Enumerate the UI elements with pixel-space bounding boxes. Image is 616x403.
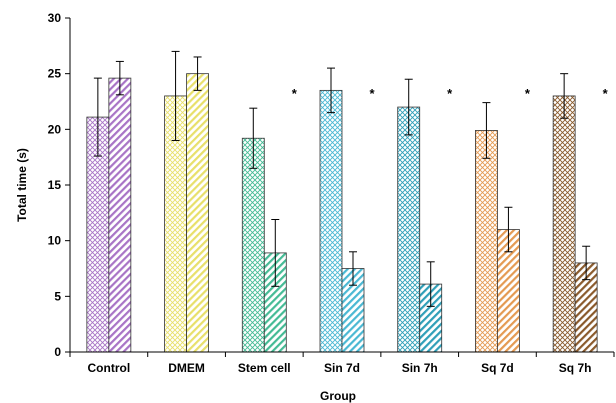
y-tick-label: 0 bbox=[54, 345, 61, 359]
bar bbox=[241, 137, 265, 353]
x-tick-label: DMEM bbox=[168, 361, 205, 375]
significance-markers: * * * * * bbox=[292, 86, 609, 101]
bar bbox=[186, 73, 209, 353]
bars-layer bbox=[86, 73, 598, 353]
x-axis-title: Group bbox=[320, 389, 356, 403]
y-tick-label: 30 bbox=[48, 11, 62, 25]
bar bbox=[319, 89, 343, 353]
bar bbox=[552, 95, 576, 353]
x-tick-label: Sq 7h bbox=[559, 361, 592, 375]
error-bars-layer bbox=[93, 50, 591, 307]
y-tick-label: 5 bbox=[54, 289, 61, 303]
x-tick-label: Control bbox=[88, 361, 131, 375]
significance-star: * bbox=[447, 86, 453, 101]
significance-star: * bbox=[292, 86, 298, 101]
x-tick-label: Sin 7h bbox=[402, 361, 438, 375]
bar bbox=[397, 106, 421, 353]
y-axis-title: Total time (s) bbox=[15, 148, 29, 222]
y-tick-label: 10 bbox=[48, 234, 62, 248]
x-tick-label: Sin 7d bbox=[324, 361, 360, 375]
x-ticks: Control DMEM Stem cell Sin 7d Sin 7h Sq 7d Sq … bbox=[69, 352, 615, 375]
y-tick-label: 15 bbox=[48, 178, 62, 192]
y-ticks: 0 5 10 15 20 25 30 bbox=[48, 11, 70, 359]
bar bbox=[108, 77, 132, 353]
x-tick-label: Stem cell bbox=[238, 361, 291, 375]
x-tick-label: Sq 7d bbox=[481, 361, 514, 375]
y-tick-label: 25 bbox=[48, 67, 62, 81]
y-tick-label: 20 bbox=[48, 122, 62, 136]
bar bbox=[475, 130, 498, 353]
significance-star: * bbox=[525, 86, 531, 101]
significance-star: * bbox=[603, 86, 609, 101]
significance-star: * bbox=[369, 86, 375, 101]
